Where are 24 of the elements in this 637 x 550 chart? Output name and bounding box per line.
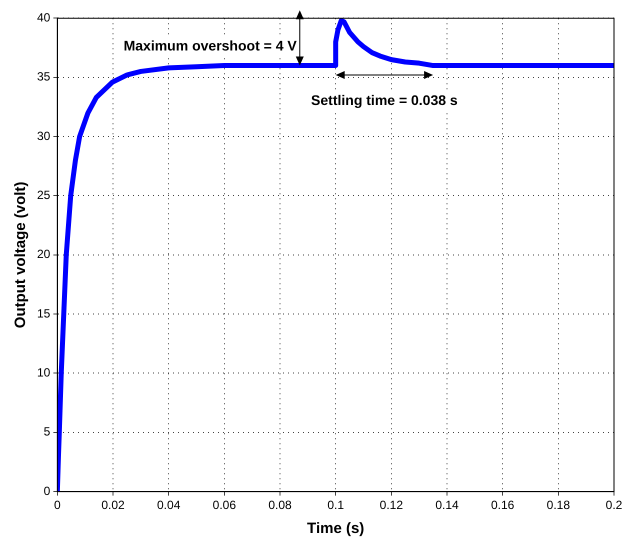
x-tick-label: 0.18	[546, 498, 570, 512]
x-tick-label: 0	[54, 498, 62, 512]
x-tick-label: 0.04	[157, 498, 181, 512]
annotation: Maximum overshoot = 4 V	[124, 37, 298, 54]
y-tick-label: 10	[36, 366, 51, 380]
x-tick-label: 0.2	[606, 498, 623, 512]
y-tick-label: 40	[36, 10, 51, 25]
x-tick-label: 0.16	[490, 498, 515, 512]
y-tick-label: 0	[44, 484, 51, 498]
x-tick-label: 0.14	[435, 498, 460, 512]
y-tick-label: 5	[44, 424, 51, 439]
x-tick-label: 0.08	[268, 498, 292, 512]
x-axis-title: Time (s)	[307, 520, 364, 538]
x-tick-label: 0.1	[327, 498, 344, 512]
y-axis-title: Output voltage (volt)	[12, 182, 30, 328]
y-tick-label: 25	[36, 188, 51, 202]
y-tick-label: 30	[36, 128, 51, 143]
x-tick-label: 0.12	[380, 498, 404, 512]
y-tick-label: 15	[36, 306, 51, 320]
x-tick-label: 0.02	[101, 498, 126, 512]
y-tick-label: 35	[36, 70, 51, 84]
annotation: Settling time = 0.038 s	[311, 92, 458, 108]
x-tick-label: 0.06	[212, 498, 236, 512]
y-tick-label: 20	[36, 247, 51, 262]
